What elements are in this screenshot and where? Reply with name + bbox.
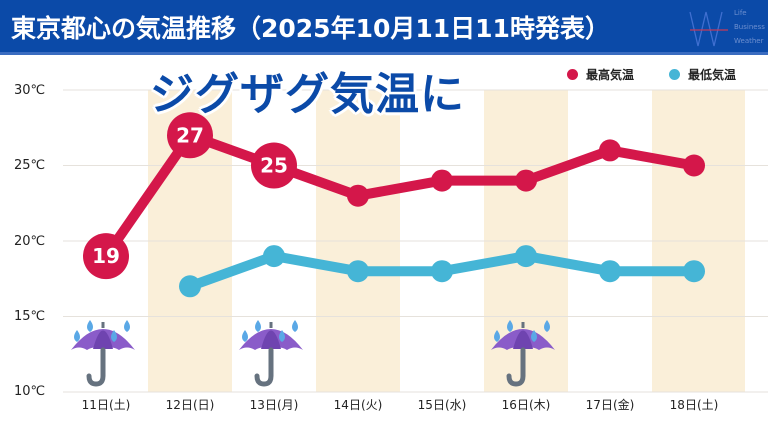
max-temp-point (683, 154, 705, 177)
ytick-label: 25℃ (14, 158, 46, 173)
ytick-label: 30℃ (14, 83, 46, 98)
xtick-label: 14日(火) (333, 398, 383, 412)
headline: ジグザグ気温に (150, 69, 465, 120)
min-temp-point (515, 245, 537, 268)
xtick-label: 11日(土) (81, 398, 131, 412)
temperature-chart: 19 27 25 (63, 89, 768, 393)
header-bar: 東京都心の気温推移（2025年10月11日11時発表） Life Busines… (0, 0, 768, 55)
data-label: 27 (176, 123, 204, 147)
legend-min-label: 最低気温 (688, 68, 737, 82)
max-temp-point (251, 142, 297, 189)
logo-text-business: Business (734, 23, 765, 31)
min-temp-point (683, 260, 705, 283)
xtick-label: 13日(月) (249, 398, 299, 412)
logo-text-life: Life (734, 9, 747, 17)
logo-text-weather: Weather (734, 37, 764, 45)
xtick-label: 15日(水) (417, 398, 467, 412)
xtick-label: 12日(日) (165, 398, 215, 412)
brand-logo: Life Business Weather (688, 6, 768, 50)
legend-max: 最高気温 (567, 66, 634, 83)
xtick-label: 17日(金) (585, 398, 635, 412)
umbrella-rain-icon (239, 320, 303, 387)
min-temp-point (263, 245, 285, 268)
legend-min-marker (669, 69, 680, 80)
min-temp-point (347, 260, 369, 283)
header-title: 東京都心の気温推移（2025年10月11日11時発表） (11, 14, 610, 43)
ytick-label: 15℃ (14, 309, 46, 324)
max-temp-point (431, 169, 453, 192)
xtick-label: 18日(土) (669, 398, 719, 412)
legend-min: 最低気温 (669, 66, 736, 83)
xtick-label: 16日(木) (501, 398, 551, 412)
umbrella-rain-icon (71, 320, 135, 387)
min-temp-point (431, 260, 453, 283)
max-temp-point (347, 184, 369, 207)
max-temp-point (167, 112, 213, 159)
ytick-label: 20℃ (14, 234, 46, 249)
legend-max-marker (567, 69, 578, 80)
ytick-label: 10℃ (14, 384, 46, 399)
wave-logo-icon (689, 11, 728, 47)
max-temp-point (83, 233, 129, 280)
max-temp-point (515, 169, 537, 192)
data-label: 25 (260, 154, 288, 178)
min-temp-point (599, 260, 621, 283)
max-temp-point (599, 139, 621, 162)
umbrella-rain-icon (491, 320, 555, 387)
min-temp-point (179, 275, 201, 298)
legend-max-label: 最高気温 (586, 68, 635, 82)
data-label: 19 (92, 244, 120, 268)
